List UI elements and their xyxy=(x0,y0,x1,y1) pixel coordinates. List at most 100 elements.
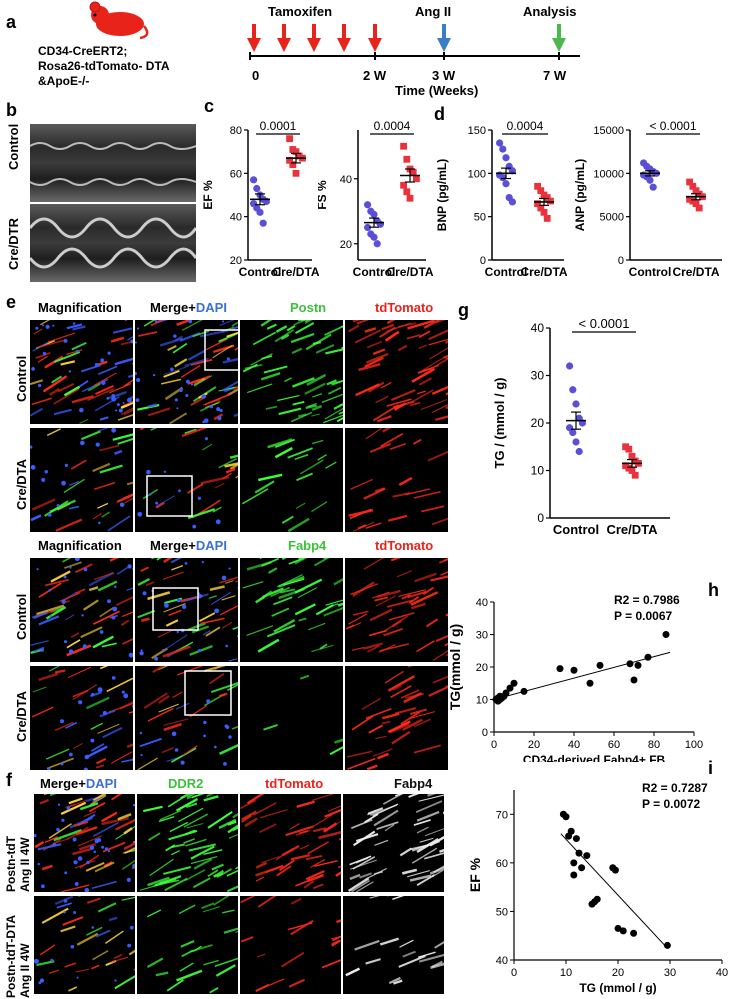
x-axis-label: TG (mmol / g) xyxy=(579,981,656,995)
row-label-cre-e2: Cre/DTA xyxy=(14,690,29,742)
y-axis-label: ANP (pg/mL) xyxy=(573,159,587,231)
data-point-control xyxy=(256,208,264,216)
micrograph-e2-tdt-cre xyxy=(345,666,448,770)
data-point-cre xyxy=(692,200,700,208)
data-point-cre xyxy=(409,168,417,176)
panel-label-b: b xyxy=(6,100,17,120)
tamoxifen-arrow xyxy=(368,24,382,52)
data-point-cre xyxy=(286,135,293,143)
x-axis-label: CD34-derived Fabp4+ FB xyxy=(523,753,666,762)
y-tick-label: 50 xyxy=(496,906,508,918)
x-tick-label: 20 xyxy=(528,739,540,751)
y-tick-label: 100 xyxy=(468,168,486,180)
header-fabp4: Fabp4 xyxy=(288,538,327,553)
x-tick-label: 80 xyxy=(648,739,660,751)
x-tick-label: 10 xyxy=(560,967,572,979)
p-value-label: < 0.0001 xyxy=(649,119,696,133)
x-tick-label: Control xyxy=(353,265,396,279)
y-axis-label: FS % xyxy=(318,180,329,210)
regression-line xyxy=(493,651,671,700)
row-label-cre-dtr: Cre/DTR xyxy=(6,217,21,270)
data-point-cre xyxy=(543,215,551,222)
data-point xyxy=(567,827,575,835)
data-point xyxy=(596,661,604,669)
header-merge-dapi-1: Merge+DAPI xyxy=(150,300,227,315)
tick-7w: 7 W xyxy=(543,68,567,83)
micrograph-e2-mag-cre xyxy=(30,666,133,770)
data-point-control xyxy=(502,180,510,188)
y-tick-label: 60 xyxy=(230,168,242,180)
data-point xyxy=(644,653,652,661)
micrograph-e2-merge-control xyxy=(135,558,238,662)
y-axis-label: TG / (mmol / g) xyxy=(492,378,507,469)
x-tick-label: Control xyxy=(553,522,599,537)
data-point-cre xyxy=(540,208,548,216)
panel-label-h: h xyxy=(708,580,719,600)
data-point-control xyxy=(364,201,372,209)
analysis-label: Analysis xyxy=(523,4,576,19)
chart-tg: 0 10 20 30 40 Control Cre/DTA TG / (mmol / g) < … xyxy=(492,318,670,537)
data-point xyxy=(570,666,578,674)
analysis-arrow xyxy=(552,24,566,52)
panel-label-e: e xyxy=(6,292,17,312)
micrograph-e1-postn-cre xyxy=(240,428,343,532)
data-point xyxy=(578,864,586,872)
x-tick-label: 40 xyxy=(568,739,580,751)
data-point-control xyxy=(569,428,577,437)
micrograph-f-tdt-dta xyxy=(240,896,341,994)
data-point xyxy=(583,852,591,860)
time-axis-label: Time (Weeks) xyxy=(395,83,478,98)
genotype-label: CD34-CreERT2; Rosa26-tdTomato- DTA &ApoE… xyxy=(38,44,170,89)
micrograph-e1-postn-control xyxy=(240,320,343,424)
data-point xyxy=(586,679,594,687)
y-tick-label: 10000 xyxy=(593,168,624,180)
data-point-control xyxy=(502,154,510,162)
data-point xyxy=(572,835,580,843)
data-point-control xyxy=(569,386,577,394)
chart-anp: 0 5000 10000 15000 Control Cre/DTA ANP (pg/mL)… xyxy=(573,119,722,279)
y-tick-label: 40 xyxy=(340,174,352,186)
data-point-control xyxy=(370,210,378,219)
data-point xyxy=(662,631,670,638)
tamoxifen-label: Tamoxifen xyxy=(268,4,332,19)
data-point xyxy=(663,941,671,949)
x-tick-label: Cre/DTA xyxy=(520,265,567,279)
tick-2w: 2 W xyxy=(363,68,387,83)
data-point xyxy=(570,859,578,867)
panel-label-g: g xyxy=(458,300,469,320)
y-tick-label: 80 xyxy=(230,125,242,137)
header-tdtomato-2: tdTomato xyxy=(375,538,434,553)
panel-label-d: d xyxy=(434,104,445,124)
x-tick-label: Cre/DTA xyxy=(386,265,433,279)
row-label-control-e1: Control xyxy=(14,355,29,402)
data-point xyxy=(626,660,634,668)
timeline-diagram: Tamoxifen Ang II Analysis 0 2 W 3 W 7 W … xyxy=(247,4,580,98)
tick-3w: 3 W xyxy=(432,68,456,83)
row-label-control-e2: Control xyxy=(14,593,29,640)
micrograph-f-ddr2-dta xyxy=(137,896,238,994)
data-point-cre xyxy=(400,142,407,150)
data-point-cre xyxy=(292,169,300,177)
data-point-control xyxy=(508,198,516,206)
y-tick-label: 40 xyxy=(230,212,242,224)
micrograph-f-fabp4-dta xyxy=(343,896,444,994)
y-tick-label: 20 xyxy=(340,239,352,251)
angii-arrow xyxy=(437,24,451,52)
data-point xyxy=(614,924,622,932)
micrograph-e2-fabp4-cre xyxy=(240,666,343,770)
p-value-label: 0.0004 xyxy=(507,119,544,133)
p-value-label: P = 0.0072 xyxy=(642,797,700,811)
data-point-cre xyxy=(406,194,414,202)
x-tick-label: 100 xyxy=(685,739,703,751)
micrograph-e1-merge-cre xyxy=(135,428,238,532)
data-point-control xyxy=(370,233,378,241)
y-tick-label: 50 xyxy=(474,212,486,224)
micrograph-e1-tdt-control xyxy=(345,320,448,424)
y-axis-label: TG(mmol / g) xyxy=(448,624,463,710)
tamoxifen-arrow xyxy=(277,24,291,52)
genotype-line-1: CD34-CreERT2; xyxy=(38,44,128,58)
x-tick-label: 20 xyxy=(612,967,624,979)
r2-label: R2 = 0.7287 xyxy=(642,781,708,795)
data-point-control xyxy=(499,145,507,153)
